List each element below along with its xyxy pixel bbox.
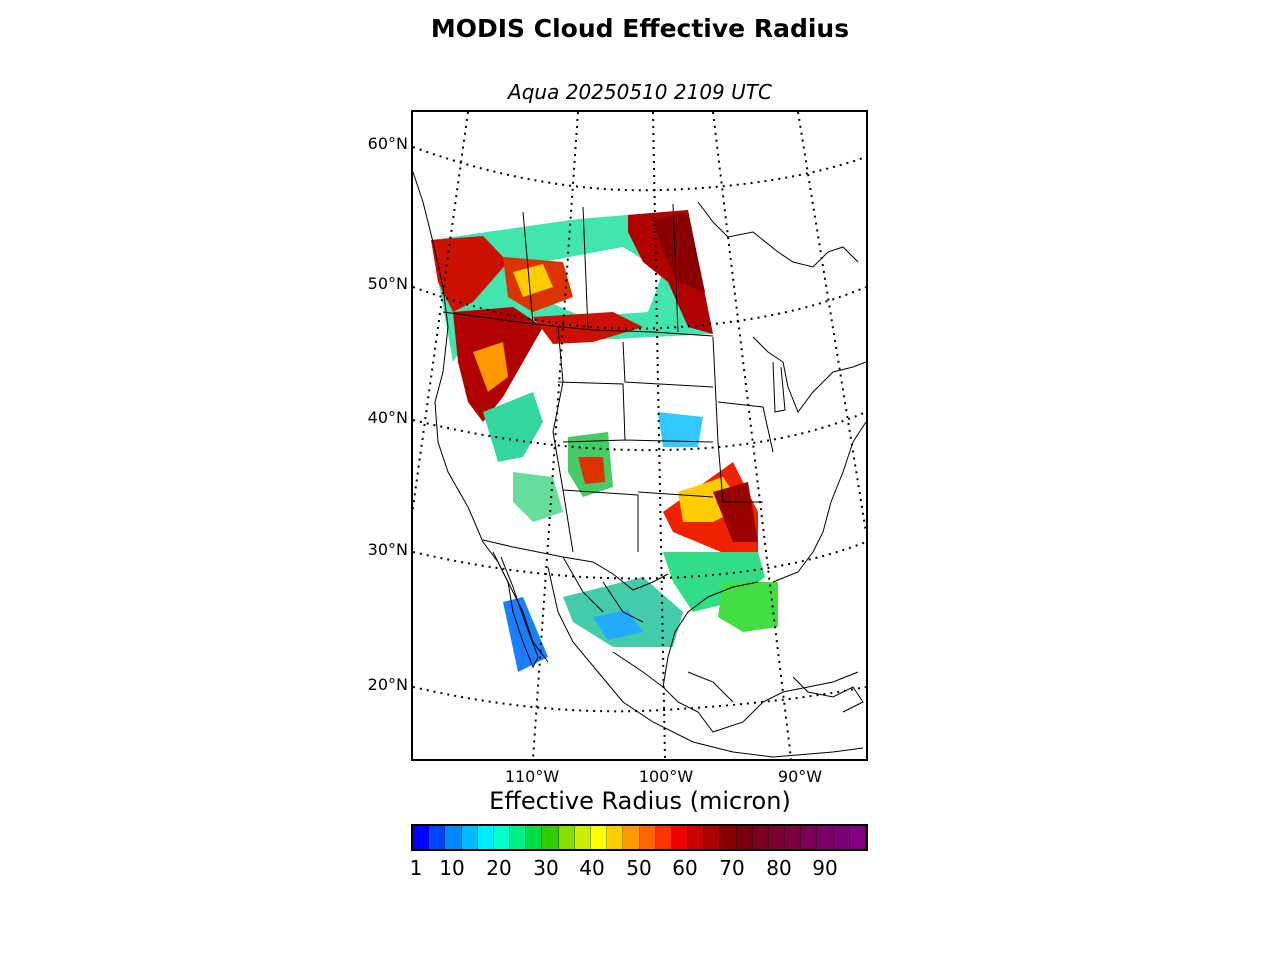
colorbar-tick: 40 <box>579 856 605 880</box>
colorbar-segment <box>623 826 640 849</box>
atlantic-coast <box>772 421 866 583</box>
meridian-80w <box>797 112 866 533</box>
figure-title: MODIS Cloud Effective Radius <box>430 14 850 43</box>
colorbar-tick: 70 <box>719 856 745 880</box>
canadian-provinces <box>522 203 679 333</box>
yucatan <box>792 676 864 713</box>
colorbar-tick: 10 <box>439 856 465 880</box>
colorbar-gradient <box>413 826 866 849</box>
colorbar-title: Effective Radius (micron) <box>489 787 791 815</box>
colorbar-segment <box>785 826 801 849</box>
colorbar-tick: 20 <box>486 856 512 880</box>
colorbar-segment <box>494 826 510 849</box>
colorbar-segment <box>720 826 737 849</box>
colorbar-segment <box>737 826 753 849</box>
colorbar-segment <box>510 826 526 849</box>
map-canvas <box>413 112 866 759</box>
colorbar-segment <box>834 826 850 849</box>
parallel-60n <box>413 146 866 192</box>
parallel-50n <box>413 286 866 330</box>
colorbar-segment <box>850 826 866 849</box>
colorbar-segment <box>591 826 607 849</box>
meridian-110w <box>532 112 579 759</box>
colorbar-segment <box>429 826 445 849</box>
colorbar-segment <box>769 826 785 849</box>
colorbar <box>411 824 868 851</box>
colorbar-tick: 1 <box>409 856 423 880</box>
colorbar-segment <box>526 826 542 849</box>
map-panel <box>411 110 868 761</box>
colorbar-segment <box>704 826 720 849</box>
lake-michigan <box>772 361 786 413</box>
colorbar-segment <box>801 826 817 849</box>
colorbar-tick: 90 <box>812 856 838 880</box>
colorbar-segment <box>575 826 591 849</box>
lon-label-110w: 110°W <box>504 767 560 786</box>
lat-label-20n: 20°N <box>367 675 408 694</box>
parallel-20n <box>413 686 866 713</box>
colorbar-tick: 50 <box>626 856 652 880</box>
colorbar-segment <box>817 826 834 849</box>
graticule <box>413 112 866 759</box>
pacific-coastline <box>413 171 549 663</box>
meridian-100w <box>652 112 666 759</box>
lon-label-100w: 100°W <box>638 767 694 786</box>
colorbar-segment <box>542 826 559 849</box>
colorbar-tick: 60 <box>672 856 698 880</box>
lat-label-30n: 30°N <box>367 540 408 559</box>
mexico-west-coast <box>547 566 864 758</box>
colorbar-segment <box>462 826 478 849</box>
lat-label-40n: 40°N <box>367 408 408 427</box>
colorbar-tick: 80 <box>766 856 792 880</box>
figure-subtitle: Aqua 20250510 2109 UTC <box>508 80 772 104</box>
hudson-bay <box>697 201 859 268</box>
meridian-90w <box>712 112 792 759</box>
lon-label-90w: 90°W <box>777 767 823 786</box>
colorbar-segment <box>656 826 672 849</box>
colorbar-segment <box>445 826 462 849</box>
colorbar-segment <box>413 826 429 849</box>
lat-label-50n: 50°N <box>367 274 408 293</box>
colorbar-segment <box>672 826 688 849</box>
colorbar-segment <box>478 826 494 849</box>
colorbar-segment <box>753 826 769 849</box>
lat-label-60n: 60°N <box>367 134 408 153</box>
us-mexico-border <box>482 539 669 591</box>
coastlines-borders <box>413 171 866 758</box>
us-canada-border <box>442 311 714 337</box>
colorbar-segment <box>640 826 656 849</box>
mexico-states <box>562 556 734 703</box>
colorbar-tick: 30 <box>533 856 559 880</box>
colorbar-segment <box>559 826 575 849</box>
colorbar-segment <box>607 826 623 849</box>
parallel-30n <box>413 541 866 580</box>
baja-peninsula <box>492 551 539 669</box>
parallel-40n <box>413 411 866 452</box>
great-lakes <box>752 336 866 414</box>
meridian-120w <box>413 112 469 515</box>
state-lines <box>552 326 774 553</box>
colorbar-segment <box>688 826 704 849</box>
gulf-coastline <box>662 581 859 733</box>
